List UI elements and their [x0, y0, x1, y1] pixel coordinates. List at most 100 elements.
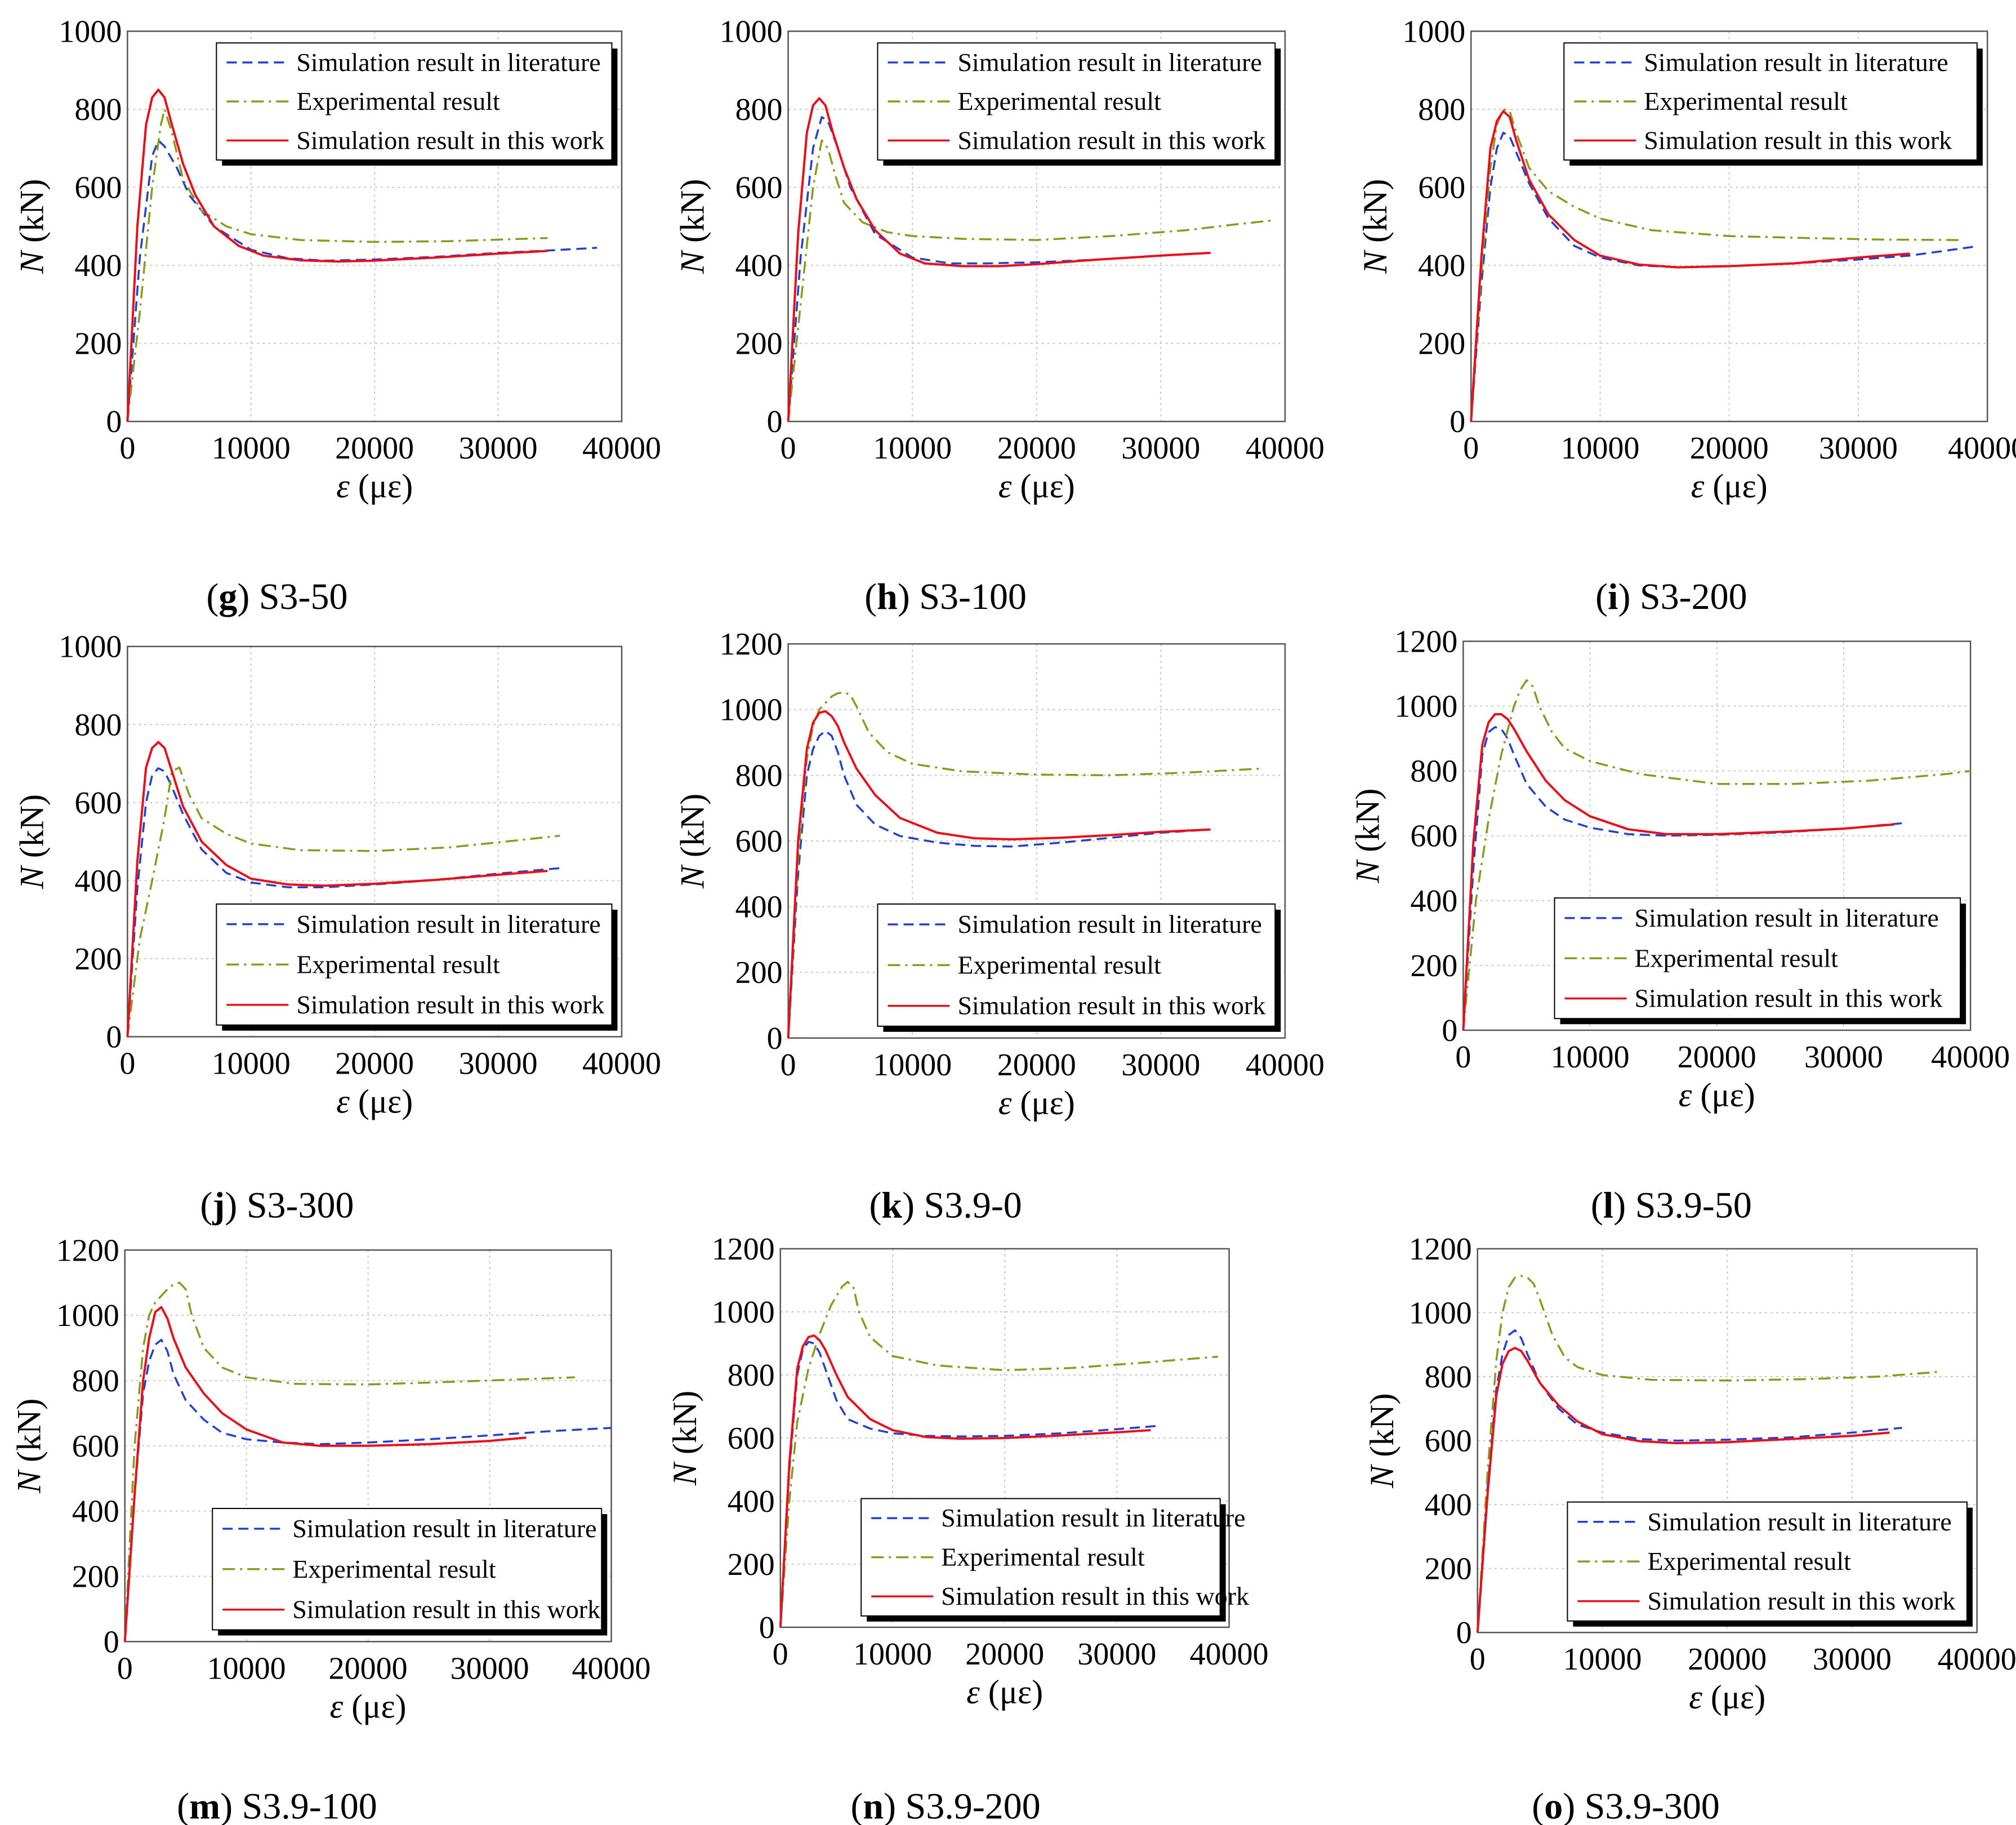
y-tick-label: 600	[1410, 819, 1457, 854]
caption-letter: k	[881, 1185, 902, 1226]
y-tick-label: 600	[728, 1421, 775, 1456]
y-tick-label: 0	[1456, 1615, 1472, 1650]
y-tick-label: 800	[74, 707, 122, 742]
x-tick-label: 30000	[451, 1651, 529, 1686]
legend-label: Experimental result	[296, 950, 500, 978]
plot-frame	[1470, 30, 1988, 422]
legend-label: Experimental result	[957, 87, 1161, 115]
series-line-3	[126, 741, 548, 1037]
x-tick-label: 10000	[1563, 1642, 1642, 1677]
x-tick-label: 40000	[1190, 1637, 1269, 1672]
y-tick-label: 1200	[712, 1232, 775, 1267]
series-line-1	[123, 1338, 612, 1642]
x-tick-label: 10000	[212, 431, 291, 466]
y-tick-label: 800	[72, 1364, 119, 1399]
y-tick-label: 1000	[1394, 689, 1457, 724]
legend-label: Experimental result	[296, 87, 500, 115]
series-line-2	[1470, 108, 1962, 422]
y-tick-label: 200	[74, 327, 122, 362]
y-tick-label: 1200	[56, 1233, 119, 1268]
x-tick-label: 40000	[572, 1651, 651, 1686]
y-axis-unit: (kN)	[666, 1391, 703, 1463]
x-axis-unit: (με)	[1692, 1076, 1755, 1114]
panel-caption: (g) S3-50	[206, 576, 347, 617]
x-tick-label: 20000	[965, 1637, 1044, 1672]
series-line-1	[1470, 131, 1975, 422]
series-line-3	[123, 1306, 527, 1642]
legend-label: Experimental result	[957, 950, 1161, 979]
x-tick-label: 40000	[1948, 431, 2016, 466]
x-axis-label: ε (με)	[998, 468, 1075, 505]
legend-label: Simulation result in this work	[957, 991, 1265, 1020]
plot-frame	[1477, 1248, 1978, 1633]
y-tick-label: 1200	[1394, 625, 1457, 660]
caption-paren: (	[1532, 1786, 1544, 1825]
x-tick-label: 20000	[335, 431, 414, 466]
y-tick-label: 0	[106, 404, 122, 439]
x-axis-symbol: ε	[336, 1083, 350, 1120]
y-tick-label: 1000	[712, 1295, 775, 1330]
y-tick-label: 400	[735, 890, 783, 925]
plot-frame	[787, 30, 1286, 422]
x-axis-unit: (με)	[1011, 468, 1074, 505]
caption-paren: (	[1595, 576, 1608, 617]
y-tick-label: 0	[106, 1020, 122, 1055]
x-axis-label: ε (με)	[1691, 468, 1768, 505]
y-tick-label: 200	[1425, 1552, 1472, 1587]
x-axis-unit: (με)	[1702, 1679, 1765, 1716]
x-tick-label: 10000	[207, 1651, 286, 1686]
y-tick-label: 400	[728, 1484, 775, 1519]
x-tick-label: 10000	[1560, 431, 1639, 466]
y-axis-symbol: N	[1357, 250, 1394, 274]
y-tick-label: 200	[728, 1547, 775, 1582]
x-axis-label: ε (με)	[336, 468, 413, 505]
y-tick-label: 600	[74, 171, 122, 206]
y-axis-label: N (kN)	[13, 794, 50, 889]
y-tick-label: 400	[1410, 884, 1457, 919]
caption-paren: (	[864, 576, 877, 617]
y-axis-label: N (kN)	[1349, 789, 1386, 884]
x-axis-unit: (με)	[1704, 468, 1767, 505]
x-axis-label: ε (με)	[336, 1083, 413, 1120]
caption-paren: (	[177, 1786, 189, 1825]
caption-text: ) S3.9-300	[1563, 1786, 1720, 1825]
x-axis-symbol: ε	[330, 1688, 344, 1725]
y-tick-label: 400	[72, 1494, 119, 1529]
series-line-3	[1470, 110, 1910, 422]
y-tick-label: 200	[735, 327, 783, 362]
y-tick-label: 0	[767, 1021, 783, 1056]
y-axis-unit: (kN)	[1349, 789, 1386, 861]
legend-label: Simulation result in this work	[957, 126, 1265, 154]
y-tick-label: 1000	[59, 630, 122, 665]
series-line-1	[787, 729, 1211, 1039]
y-tick-label: 1000	[1409, 1296, 1472, 1331]
legend-label: Simulation result in literature	[941, 1503, 1245, 1532]
legend-label: Simulation result in this work	[941, 1582, 1249, 1610]
caption-paren: (	[1591, 1185, 1603, 1226]
caption-text: ) S3.9-0	[902, 1185, 1022, 1226]
caption-text: ) S3.9-50	[1613, 1185, 1752, 1226]
caption-letter: g	[218, 576, 237, 617]
y-axis-unit: (kN)	[13, 794, 50, 866]
x-tick-label: 30000	[1819, 431, 1898, 466]
x-axis-symbol: ε	[998, 1084, 1012, 1121]
y-tick-label: 200	[74, 942, 122, 977]
x-axis-label: ε (με)	[330, 1688, 407, 1725]
series-line-3	[787, 97, 1211, 422]
y-axis-label: N (kN)	[1363, 1393, 1401, 1488]
y-tick-label: 800	[74, 92, 122, 127]
y-tick-label: 200	[1410, 949, 1457, 983]
x-axis-unit: (με)	[350, 468, 413, 505]
x-tick-label: 20000	[1690, 431, 1769, 466]
y-axis-symbol: N	[666, 1461, 703, 1486]
y-tick-label: 400	[1425, 1488, 1472, 1523]
x-tick-label: 30000	[1804, 1040, 1883, 1075]
plot-frame	[779, 1248, 1230, 1628]
y-tick-label: 400	[74, 863, 122, 898]
y-axis-label: N (kN)	[666, 1391, 703, 1486]
x-axis-label: ε (με)	[1679, 1076, 1755, 1114]
panel-caption: (i) S3-200	[1595, 576, 1747, 617]
y-tick-label: 200	[735, 955, 783, 990]
caption-text: ) S3-300	[225, 1185, 354, 1226]
